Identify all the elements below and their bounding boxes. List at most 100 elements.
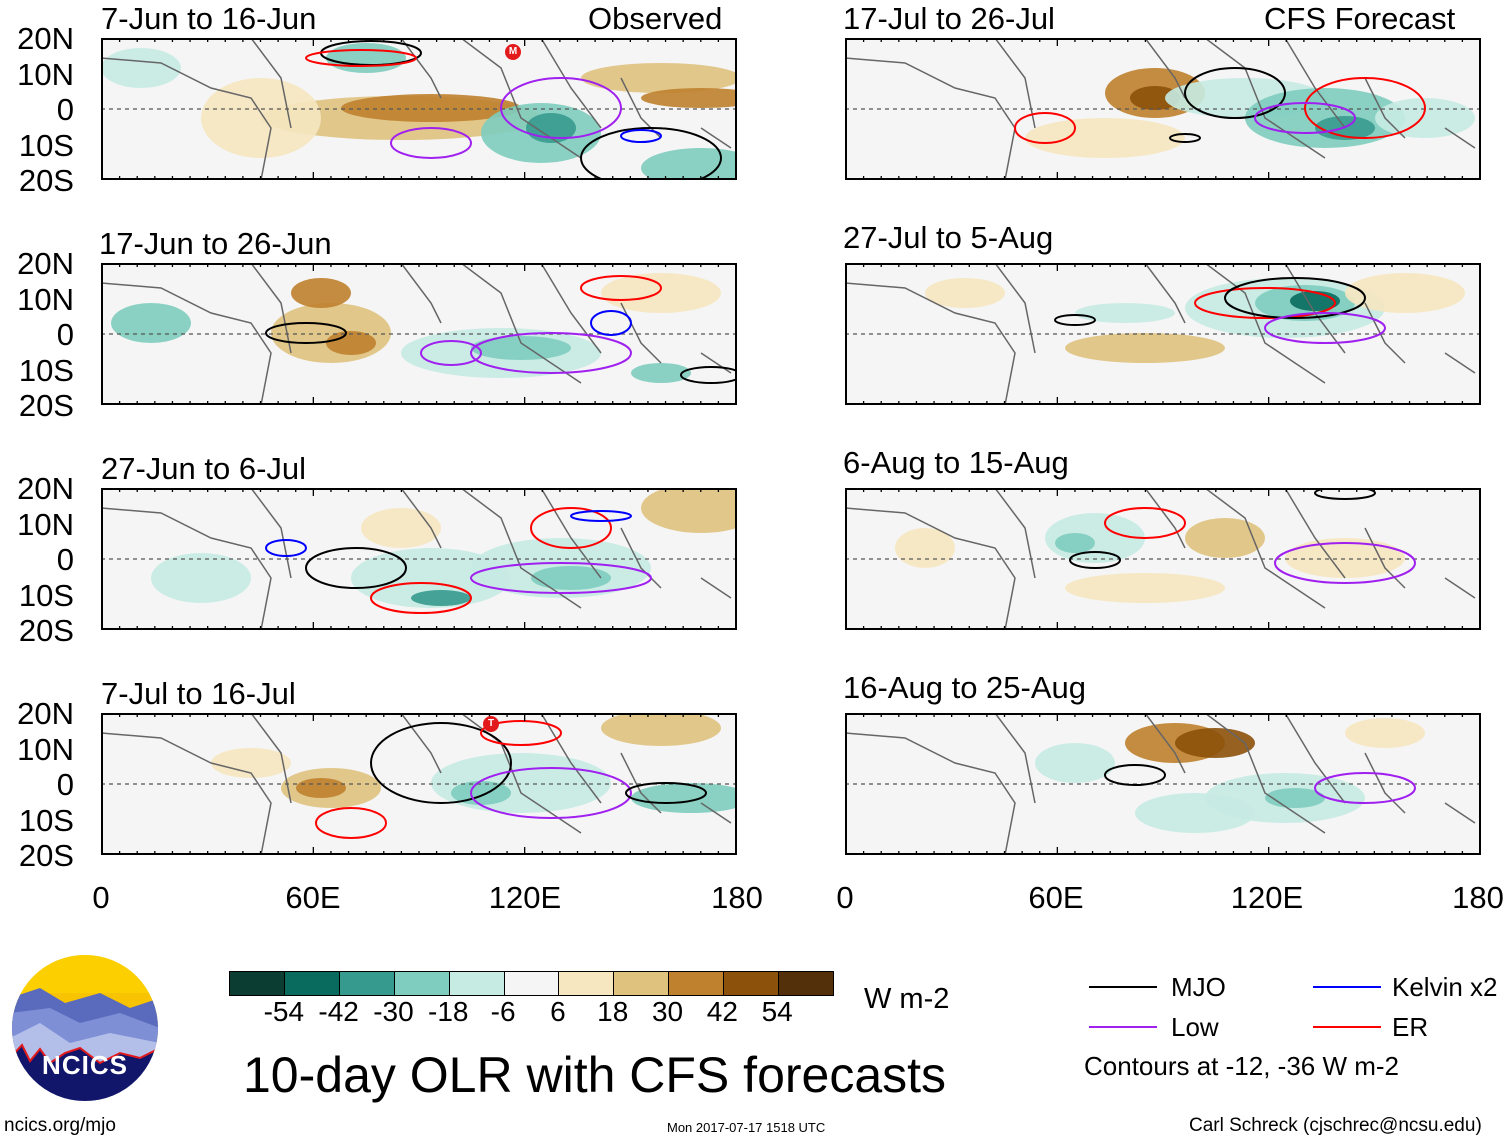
map-panel-observed-3: [101, 488, 737, 630]
anomaly-contour: [620, 129, 662, 143]
colorbar-swatch: [393, 972, 449, 995]
olr-anomaly-area: [925, 278, 1005, 308]
colorbar-label: 42: [706, 996, 738, 1027]
anomaly-contour: [1014, 112, 1076, 144]
colorbar-label: 18: [597, 996, 629, 1027]
olr-anomaly-area: [641, 88, 737, 108]
legend-label: Kelvin x2: [1392, 972, 1498, 1002]
anomaly-contour: [265, 539, 307, 557]
anomaly-contour: [470, 332, 632, 374]
anomaly-contour: [305, 49, 417, 67]
panel-title: 17-Jun to 26-Jun: [99, 226, 332, 261]
colorbar-swatch: [668, 972, 724, 995]
anomaly-contour: [1169, 133, 1201, 143]
lat-label: 20N: [17, 471, 74, 506]
anomaly-contour: [370, 582, 472, 614]
olr-anomaly-area: [601, 273, 721, 313]
anomaly-contour: [265, 322, 347, 344]
lat-label: 0: [56, 92, 74, 127]
coastline: [101, 488, 732, 630]
timestamp: Mon 2017-07-17 1518 UTC: [667, 1120, 826, 1135]
anomaly-contour: [470, 767, 632, 819]
anomaly-contour: [1274, 542, 1416, 584]
olr-anomaly-area: [631, 363, 691, 383]
anomaly-contour: [480, 720, 562, 746]
colorbar-swatch: [338, 972, 394, 995]
map-panel-forecast-2: [845, 263, 1481, 405]
anomaly-contour: [530, 507, 612, 549]
anomaly-contour: [570, 510, 632, 522]
olr-anomaly-area: [341, 94, 521, 122]
lon-label: 120E: [1230, 880, 1304, 915]
anomaly-contour: [590, 310, 632, 336]
colorbar-swatch: [283, 972, 339, 995]
colorbar-swatch: [778, 972, 833, 995]
olr-anomaly-area: [271, 303, 391, 363]
storm-marker-icon: T: [483, 716, 499, 732]
olr-anomaly-area: [1075, 303, 1175, 323]
colorbar-label: -54: [263, 996, 305, 1027]
anomaly-contour: [1069, 551, 1121, 569]
lat-label: 20N: [17, 246, 74, 281]
colorbar: [229, 971, 834, 996]
colorbar-label: 54: [761, 996, 793, 1027]
legend-label: MJO: [1171, 972, 1226, 1002]
colorbar-swatch: [503, 972, 559, 995]
lon-label: 60E: [1028, 880, 1084, 915]
anomaly-contour: [1314, 488, 1376, 500]
lat-label: 0: [56, 542, 74, 577]
olr-anomaly-area: [361, 508, 441, 548]
lon-label: 60E: [285, 880, 341, 915]
lat-label: 10S: [18, 127, 74, 163]
lat-label: 10S: [18, 802, 74, 838]
anomaly-contour: [305, 547, 407, 589]
contour-note: Contours at -12, -36 W m-2: [1084, 1051, 1399, 1081]
olr-anomaly-area: [326, 331, 376, 355]
lon-label: 0: [836, 880, 854, 915]
anomaly-contour: [500, 77, 622, 139]
olr-anomaly-area: [111, 303, 191, 343]
lat-label: 10N: [17, 731, 74, 767]
panel-title: 6-Aug to 15-Aug: [843, 445, 1069, 480]
coastline: [845, 38, 1476, 180]
legend-line-low: [1089, 1026, 1157, 1028]
units-label: W m-2: [864, 983, 950, 1015]
colorbar-label: -30: [373, 996, 414, 1027]
lat-label: 20S: [18, 613, 74, 648]
lat-label: 20S: [18, 838, 74, 873]
logo-text: NCICS: [42, 1050, 128, 1080]
map-panel-observed-2: [101, 263, 737, 405]
olr-anomaly-area: [1185, 518, 1265, 558]
anomaly-contour: [420, 340, 482, 366]
lat-label: 0: [56, 767, 74, 802]
panel-title: 27-Jul to 5-Aug: [843, 220, 1054, 255]
panel-title: 7-Jul to 16-Jul: [101, 676, 296, 711]
lat-label: 10S: [18, 352, 74, 388]
olr-anomaly-area: [1055, 533, 1095, 553]
legend-line-er: [1313, 1026, 1381, 1028]
observed-label: Observed: [588, 1, 723, 36]
olr-anomaly-area: [1345, 718, 1425, 748]
olr-anomaly-area: [411, 590, 471, 606]
website-link[interactable]: ncics.org/mjo: [4, 1115, 116, 1136]
colorbar-swatch: [230, 972, 284, 995]
olr-anomaly-area: [581, 63, 737, 93]
olr-anomaly-area: [1135, 793, 1255, 833]
anomaly-contour: [1304, 77, 1426, 139]
anomaly-contour: [1254, 102, 1356, 134]
legend-line-mjo: [1089, 986, 1157, 988]
olr-anomaly-area: [895, 528, 955, 568]
lon-label: 180: [711, 880, 763, 915]
olr-anomaly-area: [601, 713, 721, 746]
olr-anomaly-area: [471, 336, 571, 360]
panel-title: 7-Jun to 16-Jun: [101, 1, 317, 36]
olr-anomaly-area: [296, 778, 346, 798]
colorbar-swatch: [558, 972, 614, 995]
ncics-logo: NCICS: [10, 953, 160, 1108]
olr-anomaly-area: [1065, 573, 1225, 603]
lat-label: 0: [56, 317, 74, 352]
anomaly-contour: [580, 275, 662, 301]
lon-label: 0: [92, 880, 110, 915]
anomaly-contour: [1054, 314, 1096, 326]
anomaly-contour: [370, 722, 512, 804]
